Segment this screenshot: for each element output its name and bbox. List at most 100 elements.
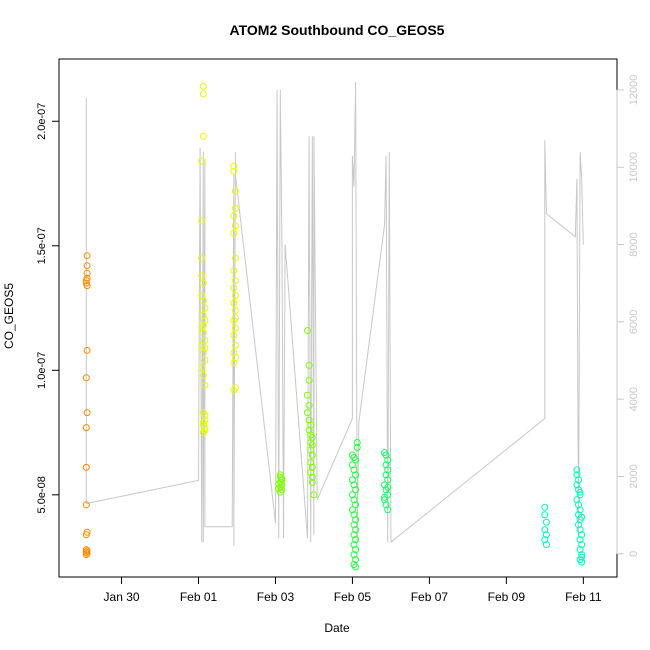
data-point <box>352 556 360 564</box>
data-point <box>231 307 239 314</box>
data-point <box>348 491 356 499</box>
data-point <box>578 553 586 561</box>
x-axis: Jan 30 Feb 01 Feb 03 Feb 05 Feb 07 Feb 09 Feb … <box>104 576 602 604</box>
data-point <box>384 456 392 464</box>
data-point <box>199 279 207 287</box>
data-point <box>542 531 550 539</box>
data-point <box>350 521 358 529</box>
data-point <box>199 322 207 329</box>
data-point <box>307 458 315 466</box>
data-point <box>198 254 206 262</box>
data-point <box>201 424 209 432</box>
data-point <box>199 312 207 319</box>
data-point <box>305 426 313 434</box>
data-point <box>82 548 90 556</box>
data-point <box>352 501 360 509</box>
data-point <box>352 536 360 544</box>
data-point <box>541 503 549 511</box>
data-point <box>83 547 91 555</box>
data-point <box>381 496 388 504</box>
data-point <box>382 471 390 479</box>
data-point <box>307 446 315 454</box>
data-point <box>199 349 207 357</box>
x-tick-label: Jan 30 <box>104 590 140 604</box>
data-point <box>230 267 238 275</box>
data-point <box>573 466 581 474</box>
data-point <box>384 466 392 474</box>
y2-tick-label: 10000 <box>628 152 640 183</box>
data-point <box>230 284 238 292</box>
data-point <box>231 354 239 362</box>
data-point <box>83 262 91 270</box>
data-point <box>278 475 286 483</box>
data-point <box>276 488 284 496</box>
data-point <box>308 434 316 441</box>
data-point <box>199 329 207 337</box>
data-point <box>307 468 315 476</box>
x-tick-label: Feb 01 <box>180 590 218 604</box>
data-point <box>305 361 313 369</box>
data-point <box>576 488 584 496</box>
x-tick-label: Feb 05 <box>334 590 372 604</box>
data-point <box>201 344 209 352</box>
data-point <box>201 356 209 364</box>
data-point <box>199 371 207 379</box>
y2-tick-label: 4000 <box>628 387 640 411</box>
y-tick-label: 1.0e-07 <box>36 352 48 389</box>
data-point <box>82 374 90 382</box>
data-point <box>576 536 584 544</box>
data-point <box>83 409 91 417</box>
data-point <box>384 506 392 514</box>
data-point <box>198 364 206 372</box>
data-point <box>82 546 90 554</box>
data-point <box>576 491 584 499</box>
data-point <box>575 476 582 484</box>
data-point <box>198 292 206 300</box>
data-point <box>578 551 586 559</box>
data-point <box>305 416 313 424</box>
data-point <box>199 419 207 427</box>
data-point <box>198 272 206 280</box>
data-point <box>350 481 358 489</box>
x-tick-label: Feb 03 <box>257 590 295 604</box>
data-point <box>352 546 360 554</box>
data-point <box>352 526 360 534</box>
data-point <box>82 463 90 471</box>
data-point <box>308 473 316 481</box>
data-point <box>573 481 581 489</box>
y-tick-label: 2.0e-07 <box>36 103 48 140</box>
data-point <box>230 167 238 175</box>
data-point <box>199 132 207 140</box>
data-point <box>578 558 586 566</box>
y-axis: 5.0e-08 1.0e-07 1.5e-07 2.0e-07 <box>36 103 59 513</box>
data-point <box>83 282 91 290</box>
data-point <box>305 401 313 409</box>
data-point <box>310 491 318 499</box>
data-point <box>350 466 358 474</box>
altitude-line-layer <box>85 82 584 547</box>
data-point <box>353 439 361 446</box>
data-point <box>352 471 360 479</box>
data-point <box>381 493 388 501</box>
data-points-layer <box>82 82 586 571</box>
data-point <box>350 511 358 519</box>
data-point <box>541 536 549 544</box>
x-tick-label: Feb 09 <box>488 590 526 604</box>
data-point <box>231 222 239 230</box>
y2-tick-label: 12000 <box>628 75 640 106</box>
data-point <box>541 511 549 519</box>
data-point <box>575 501 582 509</box>
data-point <box>83 346 91 354</box>
data-point <box>198 157 206 165</box>
data-point <box>231 341 239 349</box>
data-point <box>304 327 311 334</box>
data-point <box>83 252 91 260</box>
data-point <box>350 541 358 549</box>
data-point <box>230 212 238 220</box>
data-point <box>348 506 356 514</box>
data-point <box>231 314 239 322</box>
data-point <box>348 476 356 484</box>
y2-tick-label: 8000 <box>628 232 640 256</box>
data-point <box>541 526 549 534</box>
data-point <box>198 217 206 225</box>
